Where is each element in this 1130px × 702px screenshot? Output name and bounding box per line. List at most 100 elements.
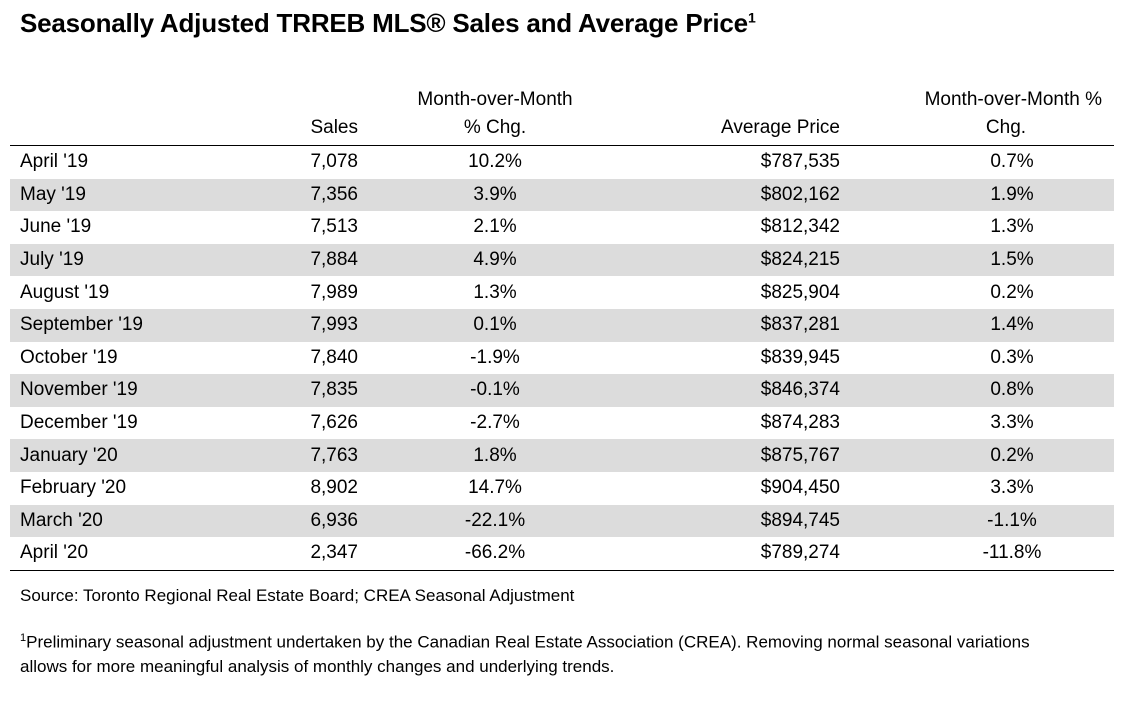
sales-cell: 2,347 [190, 537, 360, 571]
header-month [10, 86, 190, 146]
sales-cell: 7,989 [310, 281, 358, 303]
table-row: January '20 7,763 1.8% $875,767 0.2% [10, 439, 1114, 472]
average-price-cell: $894,745 [620, 504, 870, 538]
header-sales-mom-line1: Month-over-Month [417, 89, 573, 110]
footnote: 1Preliminary seasonal adjustment underta… [20, 626, 1120, 679]
month-cell: April '20 [10, 537, 190, 571]
table-row: August '19 7,989 1.3% $825,904 0.2% [10, 276, 1114, 309]
month-cell: November '19 [10, 374, 190, 407]
average-price-cell: $874,283 [760, 412, 840, 434]
sales-mom-chg-cell: 0.1% [360, 308, 620, 342]
table-header-row: Sales Month-over-Month % Chg. Average Pr… [10, 86, 1114, 146]
table-row: February '20 8,902 14.7% $904,450 3.3% [10, 472, 1114, 505]
sales-mom-chg-cell: 1.8% [360, 439, 620, 472]
sales-cell: 7,626 [310, 412, 358, 434]
price-mom-chg-cell: 3.3% [990, 477, 1034, 499]
sales-cell: 7,993 [190, 308, 360, 342]
month-cell: December '19 [20, 412, 138, 434]
month-cell: September '19 [10, 308, 190, 342]
month-cell: May '19 [10, 178, 190, 212]
header-price-mom-line1: Month-over-Month % [924, 89, 1102, 110]
table-row: May '19 7,356 3.9% $802,162 1.9% [10, 178, 1114, 212]
sales-mom-chg-cell: 10.2% [468, 151, 522, 173]
sales-mom-chg-cell: 3.9% [360, 178, 620, 212]
sales-cell: 7,513 [310, 216, 358, 238]
sales-table-container: Sales Month-over-Month % Chg. Average Pr… [10, 86, 1114, 571]
table-row: June '19 7,513 2.1% $812,342 1.3% [10, 211, 1114, 244]
table-row: September '19 7,993 0.1% $837,281 1.4% [10, 308, 1114, 342]
sales-mom-chg-cell: -1.9% [470, 346, 520, 368]
price-mom-chg-cell: 0.2% [990, 281, 1034, 303]
sales-mom-chg-cell: -66.2% [360, 537, 620, 571]
price-mom-chg-cell: 0.2% [870, 439, 1114, 472]
average-price-cell: $904,450 [760, 477, 840, 499]
sales-mom-chg-cell: 4.9% [360, 243, 620, 277]
sales-cell: 7,763 [190, 439, 360, 472]
price-mom-chg-cell: 1.9% [870, 178, 1114, 212]
average-price-cell: $846,374 [620, 374, 870, 407]
sales-mom-chg-cell: 2.1% [473, 216, 517, 238]
average-price-cell: $837,281 [620, 308, 870, 342]
price-mom-chg-cell: 0.3% [990, 346, 1034, 368]
sales-mom-chg-cell: -22.1% [360, 504, 620, 538]
average-price-cell: $824,215 [620, 243, 870, 277]
month-cell: February '20 [20, 477, 127, 499]
header-price-mom-chg: Month-over-Month % Chg. [870, 86, 1114, 146]
header-sales-mom-chg: Month-over-Month % Chg. [360, 86, 620, 146]
price-mom-chg-cell: 3.3% [990, 412, 1034, 434]
average-price-cell: $839,945 [760, 346, 840, 368]
table-body: April '19 7,078 10.2% $787,535 0.7% May '19 7,… [10, 146, 1114, 571]
sales-mom-chg-cell: -0.1% [360, 374, 620, 407]
average-price-cell: $789,274 [620, 537, 870, 571]
sales-cell: 6,936 [190, 504, 360, 538]
title-footnote-marker: 1 [747, 9, 756, 26]
sales-cell: 7,356 [190, 178, 360, 212]
sales-price-table: Sales Month-over-Month % Chg. Average Pr… [10, 86, 1114, 571]
header-price-mom-line2: Chg. [985, 117, 1027, 138]
sales-mom-chg-cell: 14.7% [468, 477, 522, 499]
title-text: Seasonally Adjusted TRREB MLS® Sales and… [20, 8, 748, 38]
month-cell: October '19 [20, 346, 118, 368]
sales-cell: 7,078 [310, 151, 358, 173]
table-row: March '20 6,936 -22.1% $894,745 -1.1% [10, 504, 1114, 538]
average-price-cell: $825,904 [760, 281, 840, 303]
sales-cell: 7,835 [190, 374, 360, 407]
price-mom-chg-cell: 1.4% [870, 308, 1114, 342]
footnote-line1: 1Preliminary seasonal adjustment underta… [20, 626, 1120, 655]
month-cell: April '19 [20, 151, 89, 173]
average-price-cell: $787,535 [760, 151, 840, 173]
footnote-text-line2: allows for more meaningful analysis of m… [20, 656, 615, 676]
table-row: October '19 7,840 -1.9% $839,945 0.3% [10, 342, 1114, 375]
sales-mom-chg-cell: 1.3% [473, 281, 517, 303]
sales-mom-chg-cell: -2.7% [470, 412, 520, 434]
month-cell: July '19 [10, 243, 190, 277]
table-row: December '19 7,626 -2.7% $874,283 3.3% [10, 407, 1114, 440]
table-row: July '19 7,884 4.9% $824,215 1.5% [10, 243, 1114, 277]
month-cell: June '19 [20, 216, 92, 238]
month-cell: January '20 [10, 439, 190, 472]
price-mom-chg-cell: 1.5% [870, 243, 1114, 277]
sales-cell: 7,884 [190, 243, 360, 277]
price-mom-chg-cell: -11.8% [870, 537, 1114, 571]
price-mom-chg-cell: 0.8% [870, 374, 1114, 407]
price-mom-chg-cell: 1.3% [990, 216, 1034, 238]
footnote-text-line1: Preliminary seasonal adjustment undertak… [26, 632, 1030, 652]
header-sales-mom-line2: % Chg. [463, 117, 527, 138]
footnote-marker: 1 [20, 632, 27, 644]
sales-cell: 8,902 [310, 477, 358, 499]
source-note: Source: Toronto Regional Real Estate Boa… [20, 586, 575, 605]
month-cell: March '20 [10, 504, 190, 538]
price-mom-chg-cell: -1.1% [870, 504, 1114, 538]
price-mom-chg-cell: 0.7% [990, 151, 1034, 173]
month-cell: August '19 [20, 281, 110, 303]
average-price-cell: $875,767 [620, 439, 870, 472]
average-price-cell: $812,342 [760, 216, 840, 238]
table-row: April '19 7,078 10.2% $787,535 0.7% [10, 146, 1114, 179]
sales-cell: 7,840 [310, 346, 358, 368]
table-row: April '20 2,347 -66.2% $789,274 -11.8% [10, 537, 1114, 571]
average-price-cell: $802,162 [620, 178, 870, 212]
table-row: November '19 7,835 -0.1% $846,374 0.8% [10, 374, 1114, 407]
header-average-price: Average Price [620, 86, 870, 146]
header-sales: Sales [190, 86, 360, 146]
page-title: Seasonally Adjusted TRREB MLS® Sales and… [20, 8, 756, 39]
